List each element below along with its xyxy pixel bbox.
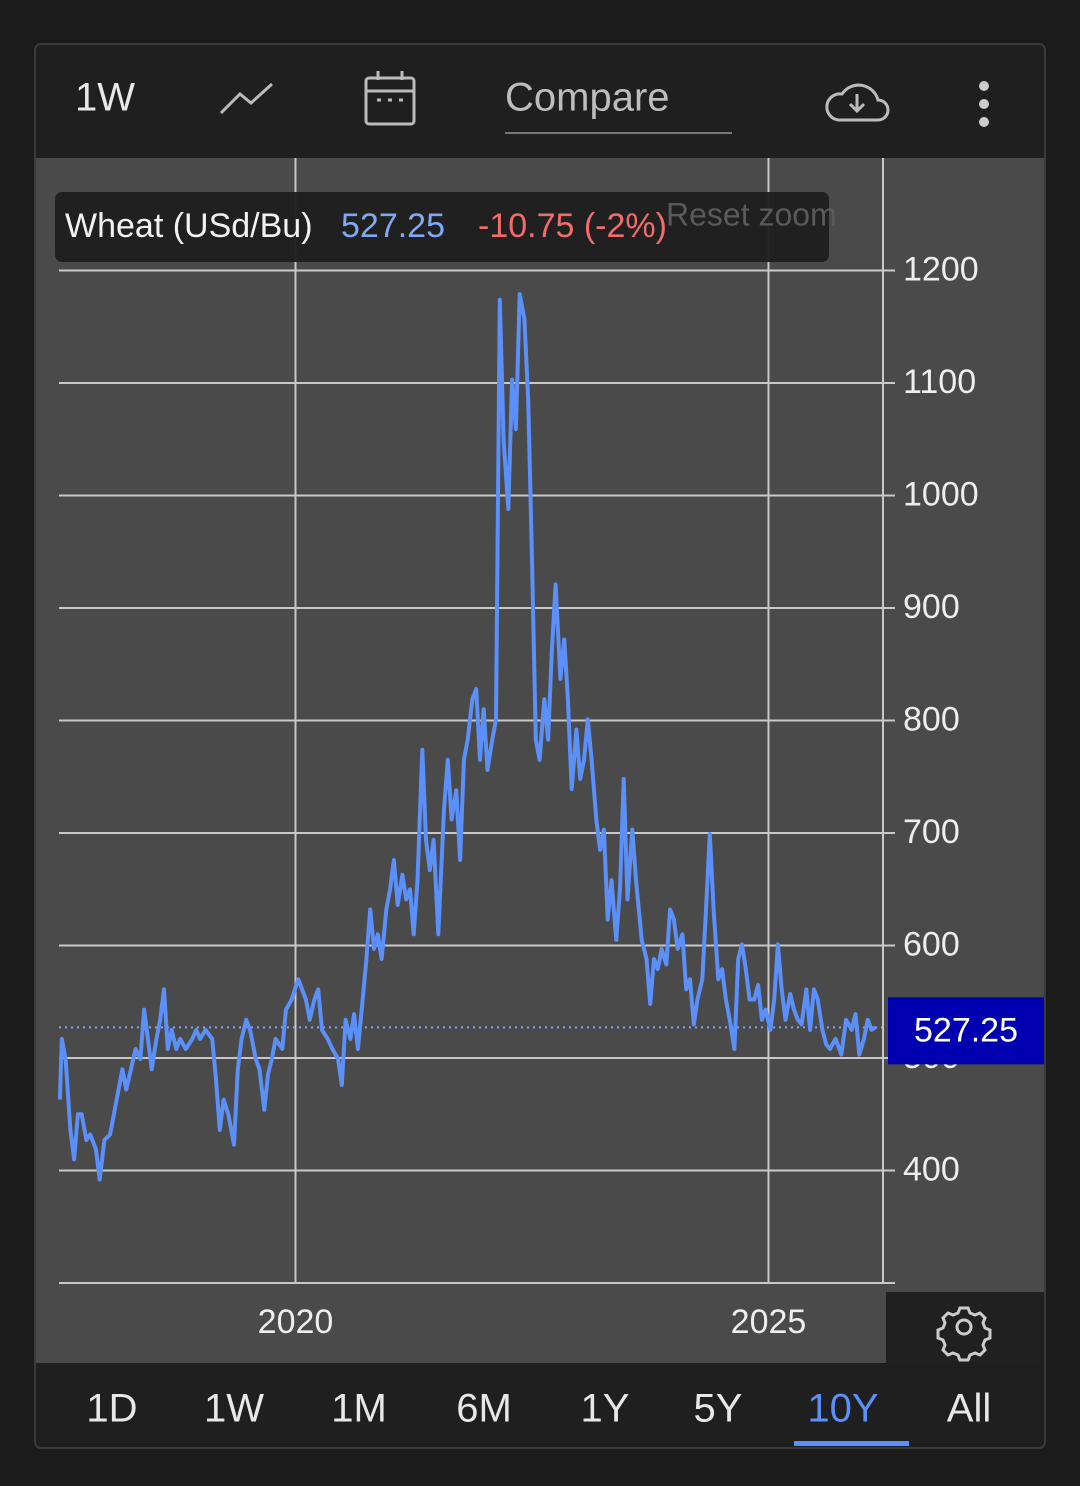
y-tick-label: 400	[903, 1150, 960, 1188]
range-button[interactable]: 1W	[204, 1387, 264, 1431]
reset-zoom: Reset zoom	[666, 196, 837, 232]
y-tick-label: 600	[903, 925, 960, 963]
y-tick-label: 1200	[903, 250, 979, 288]
range-underline	[794, 1441, 909, 1446]
download-icon[interactable]	[825, 83, 890, 122]
range-button[interactable]: 6M	[456, 1387, 512, 1431]
last-price-box	[888, 997, 1044, 1065]
chart: 4005006007008009001000110012002020202552…	[55, 158, 1044, 1341]
range-button[interactable]: 5Y	[694, 1387, 743, 1431]
y-tick-label: 700	[903, 813, 960, 851]
menu-icon[interactable]	[979, 81, 989, 127]
y-tick-label: 1100	[903, 363, 976, 401]
range-button[interactable]: 1M	[331, 1387, 387, 1431]
range-button[interactable]: 1Y	[581, 1387, 630, 1431]
price-line	[57, 292, 877, 1182]
settings-area	[886, 1292, 1044, 1363]
settings-icon[interactable]	[936, 1306, 992, 1362]
y-tick-label: 800	[903, 700, 960, 738]
line-icon[interactable]	[219, 82, 274, 115]
x-tick-label: 2020	[258, 1303, 334, 1341]
tooltip	[55, 192, 829, 262]
interval-button[interactable]: 1W	[75, 76, 135, 120]
y-tick-label: 1000	[903, 475, 979, 513]
tooltip-price: 527.25	[341, 207, 445, 245]
range-button[interactable]: 1D	[86, 1387, 137, 1431]
x-tick-label: 2025	[731, 1303, 807, 1341]
calendar-icon[interactable]	[364, 71, 416, 126]
compare-button[interactable]: Compare	[505, 76, 670, 120]
y-tick-label: 900	[903, 588, 960, 626]
tooltip-change: -10.75 (-2%)	[478, 207, 667, 245]
range-button[interactable]: All	[947, 1387, 991, 1431]
range-bar: 1D 1W 1M 6M 1Y 5Y 10Y All	[86, 1387, 991, 1446]
last-price-label: 527.25	[914, 1011, 1018, 1049]
series-name: Wheat (USd/Bu)	[65, 207, 313, 245]
range-button[interactable]: 10Y	[807, 1387, 878, 1431]
